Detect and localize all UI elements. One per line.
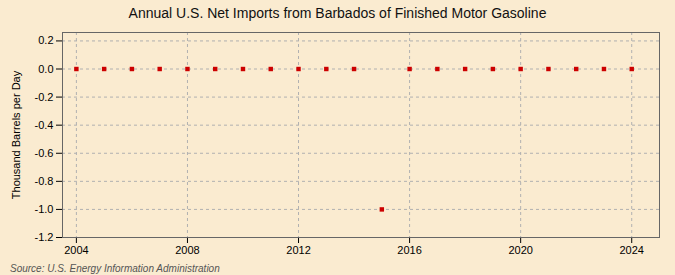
svg-text:-0.4: -0.4 <box>35 119 54 131</box>
svg-text:Thousand Barrels per Day: Thousand Barrels per Day <box>10 70 22 199</box>
svg-text:-1.2: -1.2 <box>35 231 54 243</box>
svg-text:-1.0: -1.0 <box>35 203 54 215</box>
svg-text:2004: 2004 <box>64 244 88 256</box>
svg-text:2024: 2024 <box>619 244 643 256</box>
svg-text:2008: 2008 <box>175 244 199 256</box>
svg-text:2020: 2020 <box>508 244 532 256</box>
svg-text:0.2: 0.2 <box>38 34 53 46</box>
svg-text:-0.6: -0.6 <box>35 147 54 159</box>
svg-text:2012: 2012 <box>286 244 310 256</box>
svg-text:0.0: 0.0 <box>38 63 53 75</box>
html-text:Annual U.S. Net Imports from B: Annual U.S. Net Imports from Barbados of… <box>128 5 547 21</box>
svg-text:-0.8: -0.8 <box>35 175 54 187</box>
svg-text:2016: 2016 <box>397 244 421 256</box>
html-text:Source: U.S. Energy Informatio: Source: U.S. Energy Information Administ… <box>10 263 220 274</box>
svg-text:-0.2: -0.2 <box>35 91 54 103</box>
